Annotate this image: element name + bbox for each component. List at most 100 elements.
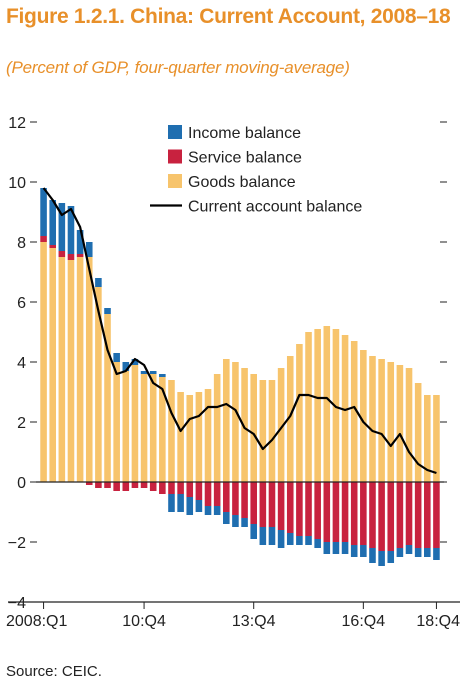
income-bar [414,548,422,557]
goods-bar [414,383,422,482]
service-bar [204,482,212,506]
legend-swatch [168,174,182,188]
goods-bar [323,326,331,482]
goods-bar [424,395,431,482]
goods-bar [76,257,84,482]
income-bar [232,515,239,527]
goods-bar [241,368,248,482]
y-tick-label: 10 [8,175,26,192]
income-bar [378,551,385,566]
income-bar [113,353,120,362]
service-bar [341,482,349,542]
income-bar [131,359,139,365]
y-tick-label: 6 [17,295,26,312]
goods-bar [113,362,120,482]
legend-label: Income balance [188,125,301,142]
service-bar [424,482,431,548]
goods-bar [223,359,230,482]
goods-bar [314,329,321,482]
service-bar [241,482,248,518]
service-bar [387,482,395,551]
income-bar [85,242,93,257]
y-tick-label: 0 [17,475,26,492]
income-bar [177,494,184,512]
goods-bar [85,257,93,482]
service-bar [104,482,111,488]
legend-label: Goods balance [188,174,296,191]
service-bar [433,482,440,548]
income-bar [241,518,248,527]
income-bar [223,512,230,524]
y-tick-label: 4 [17,355,26,372]
income-bar [168,494,175,512]
income-bar [40,188,47,236]
service-bar [177,482,184,494]
service-bar [259,482,267,527]
axes-layer: −4 −2 0 2 4 6 8 10 12 2008:Q1 10:Q4 13:Q4 16:Q4 18:Q4 [6,115,460,630]
goods-bar [296,344,303,482]
income-bar [268,527,276,545]
service-bar [277,482,285,530]
goods-bar [387,362,395,482]
y-tick-label: −4 [8,595,26,612]
goods-bar [95,287,102,482]
goods-bar [232,362,239,482]
income-bar [67,206,75,254]
goods-bar [433,395,440,482]
y-tick-label: −2 [8,535,26,552]
service-bar [378,482,385,551]
service-bar [40,236,47,242]
income-bar [49,200,56,245]
service-bar [286,482,294,533]
service-bar [296,482,303,536]
income-bar [350,545,358,557]
goods-bar [122,371,130,482]
income-bar [186,497,194,515]
income-bar [360,545,367,557]
income-bar [369,548,376,563]
income-bar [250,524,257,539]
goods-bar [277,368,285,482]
income-bar [323,542,331,554]
bar-layer [40,188,440,566]
goods-bar [104,314,111,482]
service-bar [396,482,404,548]
service-bar [350,482,358,545]
goods-bar [305,332,312,482]
goods-bar [286,356,294,482]
line-layer [42,187,437,475]
goods-bar [149,374,157,482]
income-bar [213,506,221,515]
chart-title: Figure 1.2.1. China: Current Account, 20… [6,5,451,28]
goods-bar [177,392,184,482]
service-bar [213,482,221,506]
goods-bar [195,392,203,482]
income-bar [204,506,212,515]
x-tick-label: 10:Q4 [122,613,166,630]
service-bar [314,482,321,539]
goods-bar [159,377,166,482]
y-tick-label: 8 [17,235,26,252]
service-bar [250,482,257,524]
income-bar [396,548,404,557]
goods-bar [49,248,56,482]
legend: Income balance Service balance Goods balan… [150,125,362,216]
income-bar [341,542,349,554]
goods-bar [268,380,276,482]
income-bar [58,203,66,251]
goods-bar [360,350,367,482]
x-tick-label: 2008:Q1 [6,613,67,630]
goods-bar [67,260,75,482]
income-bar [76,230,84,254]
income-bar [122,362,130,371]
y-tick-label: 12 [8,115,26,132]
legend-label: Current account balance [188,199,362,216]
source-note: Source: CEIC. [6,663,102,680]
goods-bar [131,365,139,482]
service-bar [168,482,175,494]
service-bar [95,482,102,488]
service-bar [223,482,230,512]
service-bar [405,482,413,545]
current-account-line [42,187,437,475]
